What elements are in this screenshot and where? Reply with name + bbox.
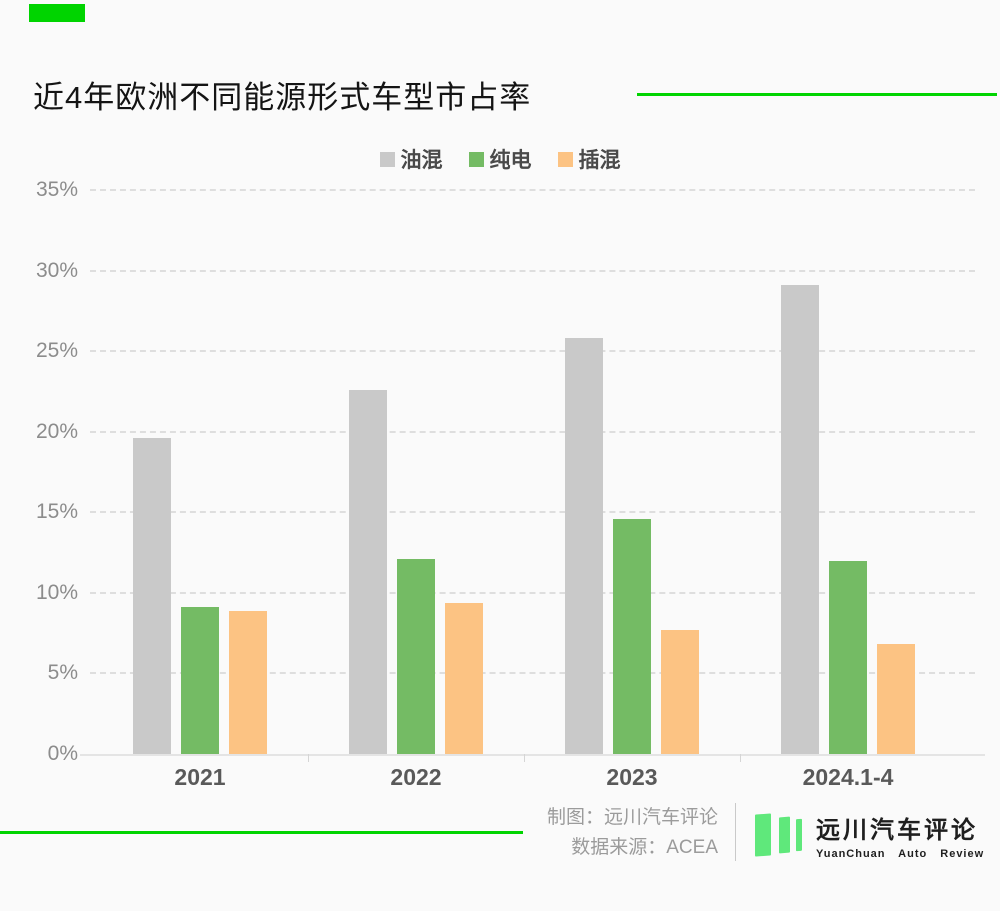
y-tick-label: 0% [47,742,78,765]
logo-text: 远川汽车评论 YuanChuan Auto Review [816,810,984,860]
accent-rect [29,4,85,22]
footer-divider [735,803,736,861]
grid-line [90,430,975,433]
grid-line [90,189,975,191]
legend-item-0: 油混 [379,144,443,174]
brand-logo: 远川汽车评论 YuanChuan Auto Review [753,810,984,860]
bar-2022-s2 [445,602,483,754]
bar-2021-s2 [229,610,267,754]
grid-line [90,511,975,514]
logo-subtitle: YuanChuan Auto Review [816,848,985,860]
legend-swatch [468,151,484,167]
legend-label: 插混 [578,149,621,172]
legend-swatch [557,151,573,167]
bar-2022-s0 [349,389,387,754]
chart-legend: 油混 纯电 插混 [0,144,1000,174]
bar-2024.1-4-s2 [877,644,915,754]
grid-line [90,269,975,272]
x-axis-label: 2024.1-4 [802,764,894,790]
credit-source: 数据来源：ACEA [571,837,718,858]
bar-2021-s1 [181,607,219,754]
three-green-bars-icon [753,811,805,859]
x-axis-label: 2021 [174,764,226,790]
y-tick-label: 30% [35,258,78,282]
logo-bar [779,816,790,854]
x-axis-tick [740,754,741,762]
credit-author: 制图：远川汽车评论 [546,807,718,828]
logo-bar [755,813,771,857]
title-underline [637,93,997,96]
logo-bar [796,818,802,852]
footer-credit: 制图：远川汽车评论 数据来源：ACEA [400,803,718,863]
x-axis-line [80,754,985,756]
bar-2023-s2 [661,629,699,754]
x-axis-label: 2023 [606,764,658,790]
y-tick-label: 35% [35,178,78,201]
bar-2021-s0 [133,438,171,754]
grid-line [90,591,975,594]
legend-item-1: 纯电 [468,144,532,174]
y-tick-label: 10% [35,580,78,604]
legend-item-2: 插混 [557,144,621,174]
legend-label: 油混 [400,149,443,172]
legend-label: 纯电 [489,149,532,172]
grid-line [90,672,975,675]
legend-swatch [379,151,395,167]
bar-2024.1-4-s1 [829,560,867,754]
bar-2022-s1 [397,559,435,754]
y-tick-label: 20% [35,419,78,443]
bar-2024.1-4-s0 [781,285,819,754]
bar-2023-s1 [613,518,651,754]
y-tick-label: 5% [47,661,78,685]
footer-accent-line [0,831,523,834]
bar-2023-s0 [565,338,603,754]
grid-line [90,350,975,353]
x-axis-label: 2022 [390,764,442,790]
y-tick-label: 25% [35,339,78,363]
x-axis-tick [524,754,525,762]
x-axis-tick [308,754,309,762]
page-title: 近4年欧洲不同能源形式车型市占率 [33,80,532,115]
y-tick-label: 15% [35,500,78,524]
logo-title: 远川汽车评论 [816,817,978,844]
